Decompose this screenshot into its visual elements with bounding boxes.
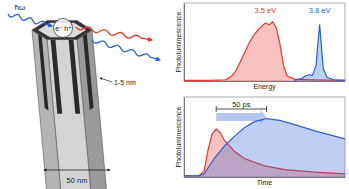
- shell-pointer: [100, 78, 112, 82]
- label-diameter: 50 nm: [67, 176, 88, 185]
- plot-area: [184, 22, 345, 81]
- series-area: [184, 22, 345, 81]
- series-line: [294, 25, 345, 81]
- y-axis: [184, 98, 185, 178]
- y-axis-title: Photoluminescence: [175, 106, 182, 167]
- series-line: [184, 119, 345, 176]
- plot-frame: [184, 97, 345, 177]
- chart: Energy Photoluminescence 3.5 eV 3.8 eV: [175, 3, 346, 91]
- label-hole: h⁺: [64, 25, 72, 32]
- x-axis-title: Time: [257, 179, 272, 186]
- x-axis: [185, 81, 346, 82]
- label-electron: e⁻: [55, 25, 63, 32]
- plot-area: [184, 119, 345, 177]
- delay-label: 50 ps: [232, 100, 251, 109]
- label-shell: 1-5 nm: [114, 79, 136, 86]
- series-area: [184, 119, 345, 177]
- exciton: [54, 19, 73, 38]
- axis-line: [184, 4, 185, 82]
- plot-frame: [184, 3, 345, 81]
- shell-stripe: [38, 34, 49, 111]
- series-line: [184, 22, 345, 81]
- figure: ħω e⁻h⁺ 1-5 nm 50 nm Energy Photoluminescence…: [0, 0, 349, 189]
- x-axis: [185, 177, 346, 178]
- delay-arrow: [216, 110, 266, 124]
- incoming-photon: [8, 14, 52, 26]
- emission-blue: [92, 40, 160, 60]
- label-photon: ħω: [15, 3, 26, 12]
- chart: Time Photoluminescence 50 ps: [175, 97, 346, 186]
- diameter-arrow: [44, 170, 110, 171]
- axis-line: [184, 98, 185, 178]
- peak-label: 3.5 eV: [255, 6, 277, 15]
- peak-label: 3.8 eV: [309, 6, 331, 15]
- shell-stripe: [83, 33, 94, 110]
- y-axis-title: Photoluminescence: [175, 11, 182, 72]
- axis-line: [185, 177, 346, 178]
- emission-red: [76, 27, 152, 40]
- x-axis-title: Energy: [253, 83, 276, 91]
- y-axis: [184, 4, 185, 82]
- axis-line: [185, 81, 346, 82]
- shell-stripe: [69, 40, 81, 114]
- wire-face: [32, 30, 62, 189]
- nanowire-diagram: ħω e⁻h⁺ 1-5 nm 50 nm: [8, 3, 160, 189]
- series-area: [294, 25, 345, 81]
